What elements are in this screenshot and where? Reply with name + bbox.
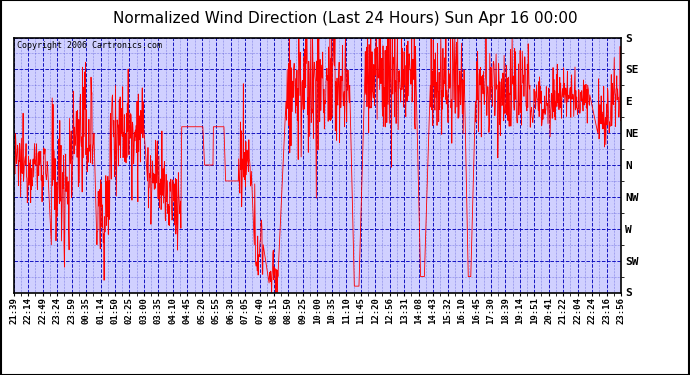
Text: Copyright 2006 Cartronics.com: Copyright 2006 Cartronics.com [17, 41, 162, 50]
Text: Normalized Wind Direction (Last 24 Hours) Sun Apr 16 00:00: Normalized Wind Direction (Last 24 Hours… [112, 11, 578, 26]
